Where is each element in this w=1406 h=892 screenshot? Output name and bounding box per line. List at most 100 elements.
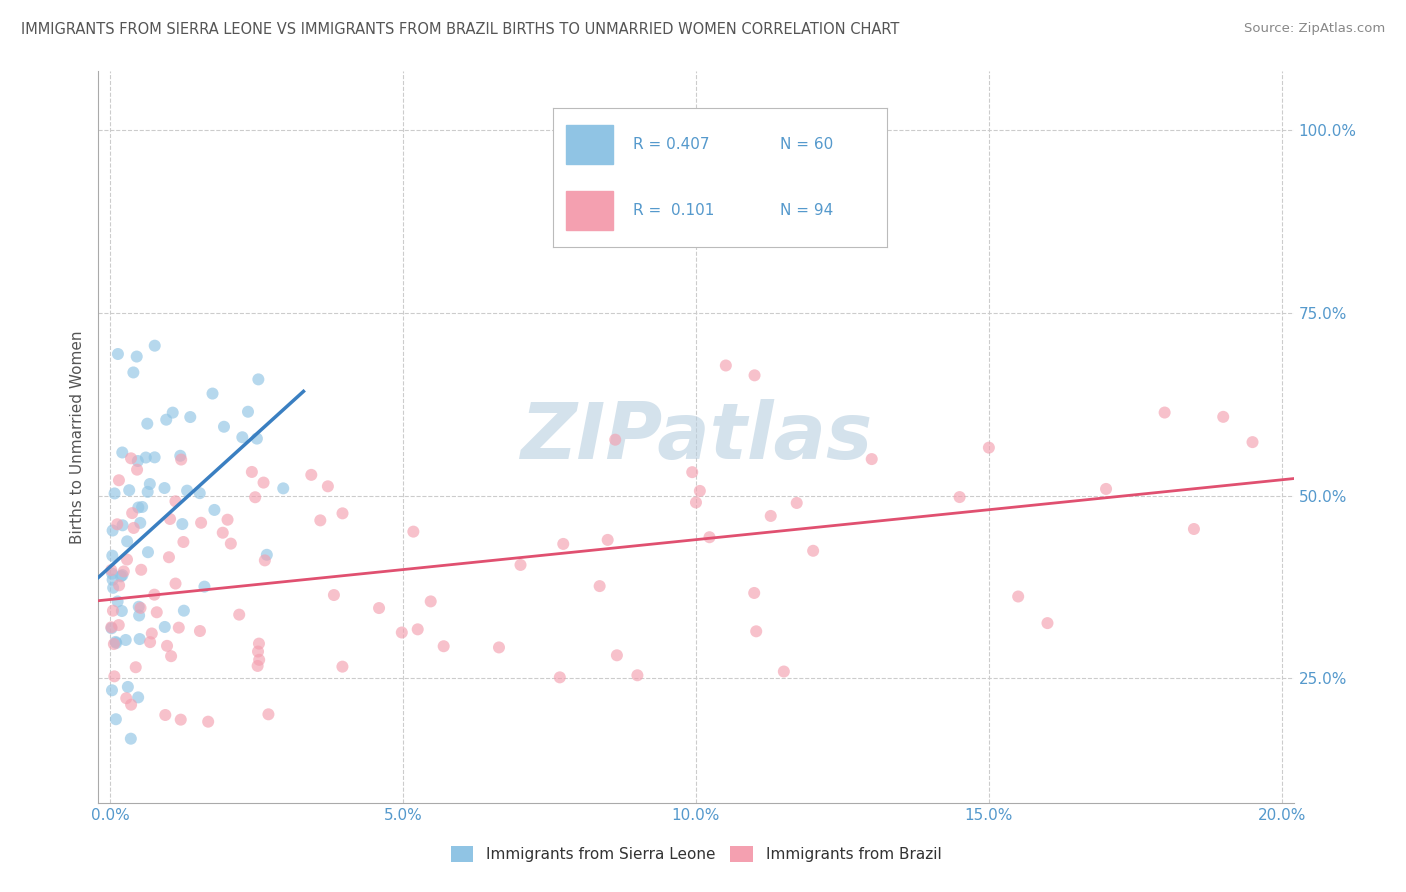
Point (228, 607, 250, 622)
Point (179, 410, 201, 425)
Point (101, 524, 124, 538)
Point (1036, 616, 1059, 631)
Point (143, 450, 166, 465)
Point (120, 731, 142, 746)
Point (391, 625, 413, 640)
Point (219, 536, 242, 550)
Point (176, 483, 198, 498)
Point (772, 665, 794, 679)
Legend: Immigrants from Sierra Leone, Immigrants from Brazil: Immigrants from Sierra Leone, Immigrants… (444, 840, 948, 868)
Point (197, 714, 219, 729)
Point (157, 550, 180, 565)
Point (153, 481, 176, 495)
Point (217, 513, 239, 527)
Point (108, 473, 131, 487)
Point (742, 586, 765, 600)
Point (114, 632, 136, 647)
Point (256, 548, 278, 562)
Point (128, 599, 150, 614)
Point (120, 698, 142, 712)
Point (247, 644, 270, 658)
Point (509, 558, 531, 572)
Point (103, 637, 125, 651)
Point (120, 451, 142, 466)
Point (406, 623, 429, 637)
Point (247, 637, 270, 651)
Point (128, 632, 150, 646)
Point (190, 516, 212, 530)
Point (309, 513, 332, 527)
Point (143, 588, 166, 602)
Point (433, 639, 456, 653)
Point (1153, 405, 1175, 419)
Point (170, 713, 193, 727)
Point (139, 635, 162, 649)
Point (332, 507, 354, 521)
Point (129, 601, 152, 615)
Point (173, 604, 195, 618)
Point (127, 500, 149, 515)
Point (111, 445, 134, 459)
Point (107, 347, 129, 361)
Text: ZIPatlas: ZIPatlas (520, 399, 872, 475)
Point (139, 477, 162, 491)
Point (101, 549, 124, 563)
Point (110, 569, 132, 583)
Point (122, 521, 145, 535)
Point (100, 563, 122, 577)
Point (211, 525, 233, 540)
Point (136, 484, 159, 499)
Point (115, 534, 138, 549)
Point (247, 653, 270, 667)
Point (246, 432, 269, 446)
Point (744, 368, 766, 383)
Point (201, 386, 224, 401)
Point (167, 621, 190, 635)
Point (101, 581, 124, 595)
Point (322, 588, 344, 602)
Point (212, 419, 235, 434)
Point (135, 450, 157, 465)
Point (121, 506, 143, 520)
Point (759, 508, 782, 523)
Point (257, 707, 280, 722)
Point (101, 566, 124, 581)
Point (316, 479, 339, 493)
Point (125, 660, 148, 674)
Point (402, 524, 425, 539)
Point (136, 417, 159, 431)
Point (118, 483, 141, 498)
Point (107, 618, 129, 632)
Point (107, 594, 129, 608)
Point (801, 543, 824, 558)
Point (1007, 590, 1029, 604)
Point (141, 626, 163, 640)
Point (169, 449, 191, 463)
Point (165, 576, 187, 591)
Point (108, 578, 131, 592)
Point (159, 512, 181, 526)
Point (271, 481, 294, 495)
Point (117, 680, 139, 694)
Point (155, 708, 177, 723)
Point (101, 573, 124, 587)
Point (129, 516, 152, 530)
Point (156, 639, 179, 653)
Point (115, 691, 138, 706)
Point (111, 518, 134, 533)
Point (101, 604, 124, 618)
Point (105, 517, 128, 532)
Point (111, 568, 134, 582)
Point (188, 624, 211, 638)
Point (977, 441, 1000, 455)
Point (136, 545, 159, 559)
Point (247, 372, 270, 386)
Point (129, 563, 152, 577)
Point (243, 490, 266, 504)
Point (170, 452, 193, 467)
Point (596, 533, 619, 547)
Point (488, 640, 510, 655)
Point (143, 339, 166, 353)
Point (689, 483, 711, 498)
Point (548, 670, 571, 684)
